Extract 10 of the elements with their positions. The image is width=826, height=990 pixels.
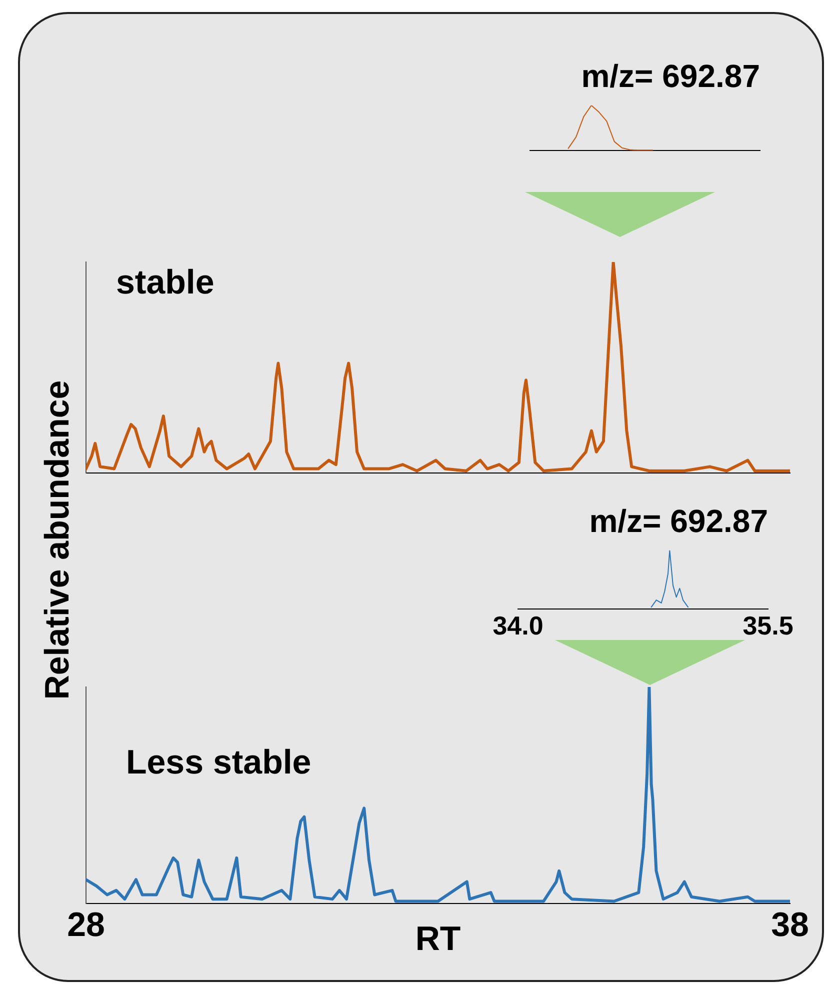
x-tick-label: 38 [771, 906, 809, 944]
x-tick-label: 28 [67, 906, 105, 944]
annotation: Less stable [126, 743, 312, 782]
y-axis-title: Relative abundance [38, 380, 78, 700]
annotation: stable [116, 263, 214, 302]
x-tick-label: 35.5 [742, 610, 794, 641]
x-axis-title: RT [415, 920, 461, 958]
x-tick-label: 34.0 [492, 610, 544, 641]
chart-title: m/z= 692.87 [581, 58, 760, 94]
chart-title: m/z= 692.87 [589, 503, 768, 540]
